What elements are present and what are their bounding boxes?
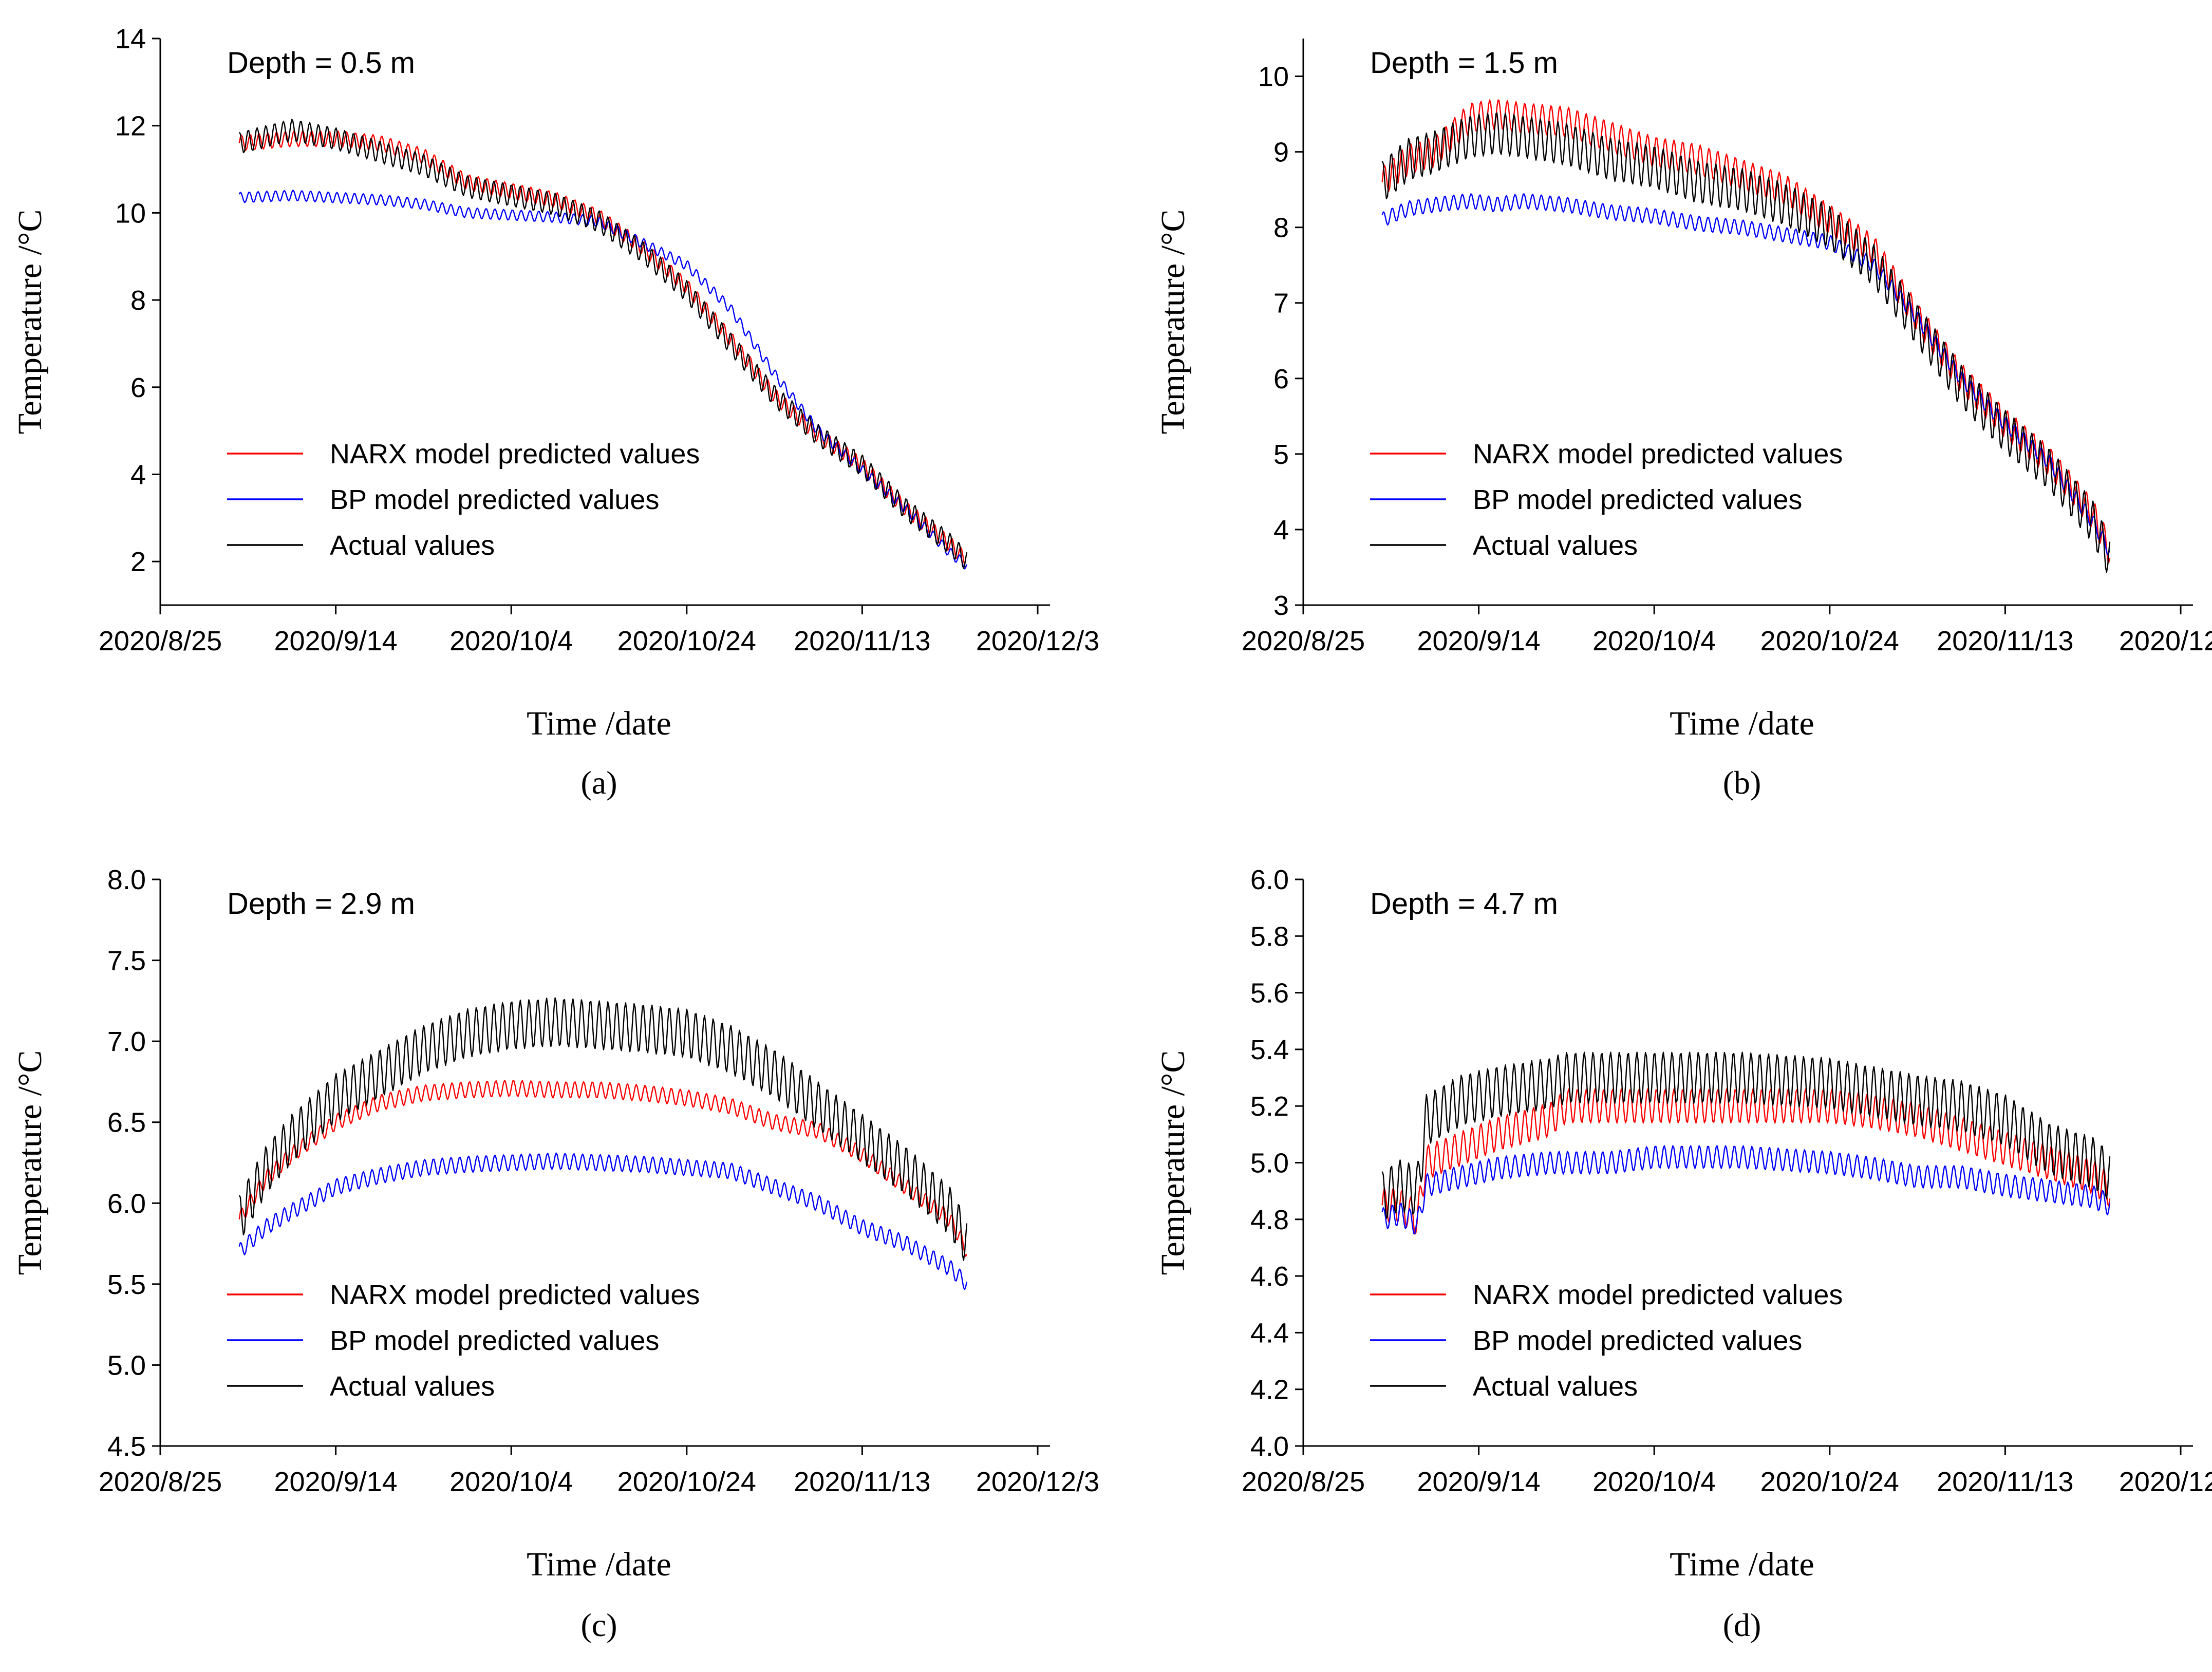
x-tick-label: 2020/10/4 bbox=[449, 1467, 573, 1497]
panel-label: (c) bbox=[580, 1607, 617, 1643]
y-tick-label: 7 bbox=[1273, 288, 1289, 319]
x-tick-label: 2020/9/14 bbox=[274, 626, 397, 656]
y-tick-label: 6 bbox=[130, 372, 146, 403]
legend-label: Actual values bbox=[1473, 530, 1638, 561]
chart-panel: 2 4 6 8 10 12 14 2020/8/25 2020/9/14 2020/10/4 202… bbox=[11, 24, 1099, 801]
x-axis-title: Time /date bbox=[527, 1546, 671, 1583]
x-tick-label: 2020/9/14 bbox=[1417, 626, 1540, 656]
y-axis-title: Temperature /°C bbox=[11, 210, 49, 435]
panel-label: (a) bbox=[580, 764, 617, 801]
legend-label: BP model predicted values bbox=[330, 484, 659, 515]
depth-annotation: Depth = 0.5 m bbox=[227, 46, 415, 80]
y-tick-label: 8.0 bbox=[107, 865, 146, 895]
x-tick-label: 2020/8/25 bbox=[99, 1467, 222, 1497]
series-line bbox=[1381, 1051, 2111, 1219]
y-tick-label: 8 bbox=[130, 285, 146, 316]
x-tick-label: 2020/11/13 bbox=[794, 1467, 930, 1497]
y-tick-label: 5.6 bbox=[1250, 978, 1289, 1009]
x-tick-label: 2020/12/3 bbox=[976, 1467, 1099, 1497]
legend-label: BP model predicted values bbox=[1473, 484, 1802, 515]
panel-label: (d) bbox=[1723, 1607, 1761, 1643]
depth-annotation: Depth = 1.5 m bbox=[1370, 46, 1558, 80]
legend-label: Actual values bbox=[330, 1371, 495, 1402]
series-line bbox=[238, 1080, 968, 1257]
x-tick-label: 2020/9/14 bbox=[1417, 1467, 1540, 1497]
y-tick-label: 8 bbox=[1273, 213, 1289, 243]
y-axis-title: Temperature /°C bbox=[1154, 1050, 1192, 1275]
y-tick-label: 2 bbox=[130, 547, 146, 577]
x-tick-label: 2020/8/25 bbox=[99, 626, 222, 656]
series-line bbox=[238, 119, 968, 569]
x-tick-label: 2020/10/24 bbox=[617, 626, 756, 656]
y-tick-label: 9 bbox=[1273, 137, 1289, 168]
x-tick-label: 2020/9/14 bbox=[274, 1467, 397, 1497]
x-tick-label: 2020/10/24 bbox=[1760, 1467, 1899, 1497]
y-tick-label: 12 bbox=[115, 111, 146, 142]
y-tick-label: 4.5 bbox=[107, 1431, 146, 1462]
y-tick-label: 6.0 bbox=[1250, 865, 1289, 895]
legend-label: BP model predicted values bbox=[330, 1325, 659, 1356]
chart-panel: 4.0 4.2 4.4 4.6 4.8 5.0 5.2 5.4 5.6 5.8 6.0 2020/8/… bbox=[1154, 865, 2212, 1643]
y-axis-title: Temperature /°C bbox=[1154, 210, 1192, 435]
y-tick-label: 4.4 bbox=[1250, 1318, 1289, 1348]
y-tick-label: 5.5 bbox=[107, 1269, 146, 1300]
chart-panel: 3 4 5 6 7 8 9 10 2020/8/25 2020/9/14 2020/10/4 2020… bbox=[1154, 39, 2212, 801]
x-tick-label: 2020/10/24 bbox=[1760, 626, 1899, 656]
y-tick-label: 7.5 bbox=[107, 946, 146, 976]
y-tick-label: 10 bbox=[115, 198, 146, 229]
legend-label: NARX model predicted values bbox=[1473, 439, 1843, 469]
x-axis-title: Time /date bbox=[1670, 705, 1814, 742]
x-tick-label: 2020/8/25 bbox=[1242, 626, 1365, 656]
chart-panel: 4.5 5.0 5.5 6.0 6.5 7.0 7.5 8.0 2020/8/25 2020/9/… bbox=[11, 865, 1099, 1643]
series-line bbox=[1381, 1145, 2111, 1235]
x-tick-label: 2020/11/13 bbox=[1937, 626, 2073, 656]
depth-annotation: Depth = 2.9 m bbox=[227, 887, 415, 920]
legend-label: NARX model predicted values bbox=[1473, 1280, 1843, 1310]
y-tick-label: 4.2 bbox=[1250, 1375, 1289, 1405]
y-tick-label: 6.5 bbox=[107, 1107, 146, 1138]
series-line bbox=[238, 190, 968, 570]
y-tick-label: 4 bbox=[1273, 515, 1289, 546]
x-axis-title: Time /date bbox=[1670, 1546, 1814, 1583]
x-tick-label: 2020/10/4 bbox=[449, 626, 573, 656]
x-tick-label: 2020/10/4 bbox=[1592, 626, 1716, 656]
x-tick-label: 2020/11/13 bbox=[1937, 1467, 2073, 1497]
x-tick-label: 2020/10/4 bbox=[1592, 1467, 1716, 1497]
legend-label: Actual values bbox=[330, 530, 495, 561]
x-tick-label: 2020/8/25 bbox=[1242, 1467, 1365, 1497]
y-tick-label: 5 bbox=[1273, 439, 1289, 470]
series-line bbox=[1381, 112, 2111, 573]
depth-annotation: Depth = 4.7 m bbox=[1370, 887, 1558, 920]
y-tick-label: 5.0 bbox=[107, 1350, 146, 1381]
y-tick-label: 4.6 bbox=[1250, 1261, 1289, 1292]
x-tick-label: 2020/12/3 bbox=[2119, 626, 2212, 656]
y-axis-title: Temperature /°C bbox=[11, 1050, 49, 1275]
x-tick-label: 2020/10/24 bbox=[617, 1467, 756, 1497]
y-tick-label: 6 bbox=[1273, 364, 1289, 394]
y-tick-label: 10 bbox=[1258, 62, 1289, 92]
y-tick-label: 4.8 bbox=[1250, 1205, 1289, 1235]
legend-label: BP model predicted values bbox=[1473, 1325, 1802, 1356]
panel-label: (b) bbox=[1723, 764, 1761, 801]
legend-label: NARX model predicted values bbox=[330, 1280, 700, 1310]
x-axis-title: Time /date bbox=[527, 705, 671, 742]
series-line bbox=[238, 997, 968, 1261]
y-tick-label: 5.0 bbox=[1250, 1148, 1289, 1179]
x-tick-label: 2020/12/3 bbox=[976, 626, 1099, 656]
y-tick-label: 4.0 bbox=[1250, 1431, 1289, 1462]
y-tick-label: 5.4 bbox=[1250, 1035, 1289, 1065]
y-tick-label: 7.0 bbox=[107, 1026, 146, 1057]
series-line bbox=[238, 1152, 968, 1290]
legend-label: NARX model predicted values bbox=[330, 439, 700, 469]
y-tick-label: 4 bbox=[130, 459, 146, 490]
y-tick-label: 5.8 bbox=[1250, 921, 1289, 952]
x-tick-label: 2020/12/3 bbox=[2119, 1467, 2212, 1497]
y-tick-label: 5.2 bbox=[1250, 1091, 1289, 1122]
y-tick-label: 14 bbox=[115, 24, 146, 54]
y-tick-label: 6.0 bbox=[107, 1188, 146, 1219]
legend-label: Actual values bbox=[1473, 1371, 1638, 1402]
y-tick-label: 3 bbox=[1273, 590, 1289, 621]
x-tick-label: 2020/11/13 bbox=[794, 626, 930, 656]
